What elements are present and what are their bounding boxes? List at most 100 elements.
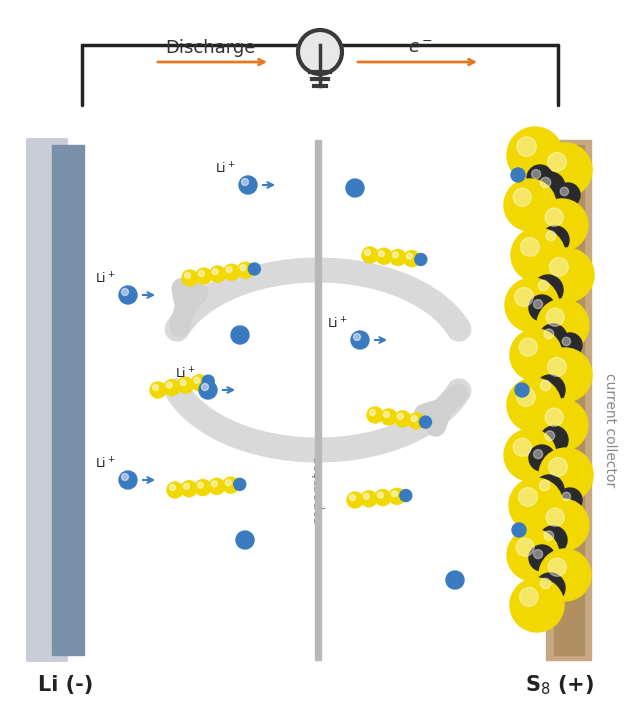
Circle shape	[534, 450, 543, 458]
Circle shape	[415, 253, 427, 265]
Circle shape	[539, 526, 567, 554]
Circle shape	[223, 477, 239, 493]
Text: current collector: current collector	[603, 373, 617, 487]
Circle shape	[164, 379, 180, 396]
Circle shape	[240, 265, 246, 271]
Circle shape	[538, 280, 548, 291]
Circle shape	[558, 333, 582, 357]
Circle shape	[520, 588, 538, 606]
Circle shape	[195, 480, 211, 496]
Circle shape	[515, 383, 529, 397]
Text: Li$^+$: Li$^+$	[328, 317, 348, 332]
Circle shape	[390, 250, 406, 265]
Text: S$_8$ (+): S$_8$ (+)	[525, 673, 595, 697]
Circle shape	[529, 545, 555, 571]
Text: Li$^+$: Li$^+$	[175, 366, 196, 382]
Circle shape	[505, 278, 559, 332]
FancyBboxPatch shape	[26, 138, 68, 662]
Circle shape	[532, 170, 541, 179]
Circle shape	[367, 407, 383, 423]
Circle shape	[381, 409, 397, 425]
Circle shape	[239, 176, 257, 194]
Circle shape	[211, 481, 218, 487]
Circle shape	[406, 253, 412, 259]
Circle shape	[119, 286, 137, 304]
Circle shape	[512, 523, 526, 537]
Circle shape	[241, 178, 248, 185]
Circle shape	[202, 384, 209, 391]
Circle shape	[539, 448, 593, 502]
Circle shape	[545, 208, 563, 226]
Circle shape	[225, 480, 231, 486]
Circle shape	[361, 491, 377, 507]
Circle shape	[408, 413, 424, 429]
Circle shape	[166, 382, 172, 388]
Circle shape	[378, 492, 383, 498]
Circle shape	[376, 248, 392, 265]
Circle shape	[212, 269, 218, 275]
Circle shape	[546, 308, 564, 327]
Circle shape	[516, 538, 534, 556]
Circle shape	[507, 529, 559, 581]
Text: e$^-$: e$^-$	[408, 39, 433, 57]
Circle shape	[209, 478, 225, 494]
Text: Discharge: Discharge	[165, 39, 255, 57]
Circle shape	[558, 488, 582, 512]
Circle shape	[550, 257, 568, 277]
Circle shape	[378, 251, 385, 257]
Circle shape	[419, 416, 431, 428]
Circle shape	[545, 431, 555, 441]
Circle shape	[167, 482, 183, 498]
Circle shape	[346, 179, 364, 197]
Circle shape	[548, 558, 566, 576]
Circle shape	[507, 378, 561, 432]
Circle shape	[180, 379, 186, 386]
Circle shape	[365, 250, 371, 255]
Circle shape	[520, 237, 540, 257]
Circle shape	[537, 499, 589, 551]
Circle shape	[150, 382, 166, 398]
Circle shape	[534, 550, 543, 559]
Bar	[28, 140, 66, 660]
Circle shape	[392, 252, 398, 258]
Bar	[554, 145, 584, 655]
Circle shape	[248, 263, 260, 275]
Circle shape	[541, 226, 569, 254]
Circle shape	[351, 331, 369, 349]
Circle shape	[122, 289, 129, 295]
Circle shape	[539, 549, 591, 601]
Circle shape	[237, 262, 253, 278]
Circle shape	[560, 188, 568, 195]
Circle shape	[534, 475, 564, 505]
Circle shape	[544, 531, 554, 540]
Circle shape	[546, 508, 564, 526]
Circle shape	[507, 127, 563, 183]
Circle shape	[152, 384, 159, 391]
Circle shape	[234, 478, 246, 491]
Circle shape	[545, 408, 563, 426]
Circle shape	[513, 438, 531, 456]
Circle shape	[504, 429, 556, 481]
Circle shape	[397, 414, 403, 419]
Circle shape	[529, 445, 555, 471]
Bar	[52, 145, 84, 655]
Circle shape	[119, 471, 137, 489]
Circle shape	[504, 179, 556, 231]
Circle shape	[395, 411, 411, 427]
Circle shape	[191, 375, 207, 391]
Circle shape	[534, 299, 543, 309]
Circle shape	[556, 183, 580, 207]
Circle shape	[509, 478, 563, 532]
Circle shape	[347, 492, 363, 508]
Circle shape	[298, 30, 342, 74]
Circle shape	[540, 426, 568, 454]
Circle shape	[513, 188, 531, 206]
Circle shape	[446, 571, 464, 589]
Circle shape	[510, 329, 562, 381]
Circle shape	[519, 338, 538, 356]
Circle shape	[547, 357, 566, 376]
Circle shape	[535, 573, 565, 603]
Circle shape	[383, 411, 389, 417]
Circle shape	[562, 337, 571, 346]
Circle shape	[538, 143, 592, 197]
